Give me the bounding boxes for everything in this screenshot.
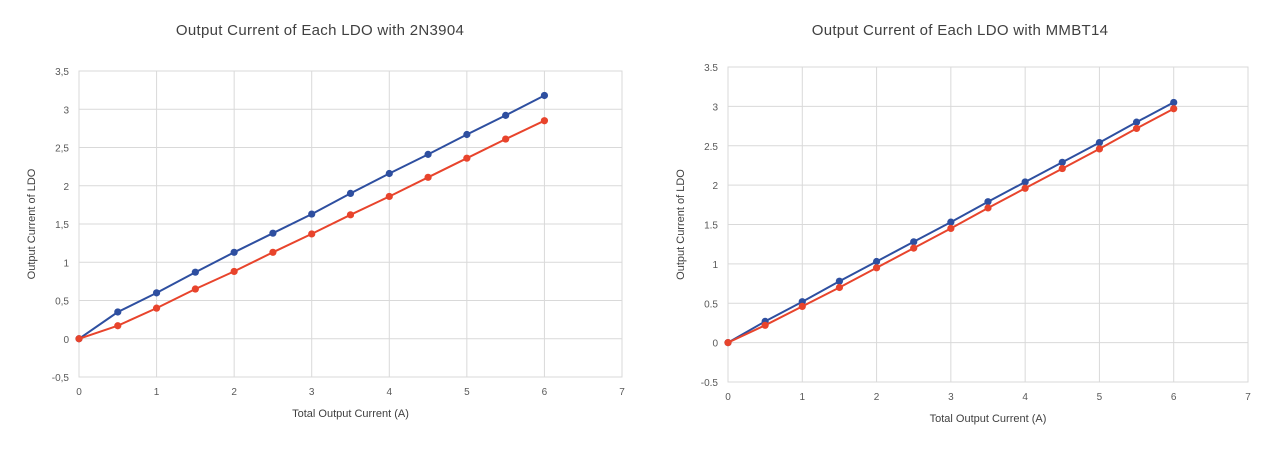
chart0-x-tick-label: 6 bbox=[542, 387, 548, 398]
chart0-series0-point bbox=[230, 248, 238, 256]
chart-panel-right: Output Current of Each LDO with MMBT14 -… bbox=[640, 0, 1280, 451]
chart0-y-tick-label: 3 bbox=[63, 105, 69, 116]
chart0-series0-point bbox=[269, 229, 277, 237]
chart0-series1-point bbox=[540, 117, 549, 125]
chart1-series0-point bbox=[1021, 178, 1029, 186]
chart0-series1-point bbox=[152, 304, 161, 312]
chart1-series0-point bbox=[1170, 98, 1178, 107]
chart1-x-tick-label: 6 bbox=[1171, 392, 1177, 403]
chart1-y-axis-title: Output Current of LDO bbox=[675, 169, 687, 280]
chart1-x-tick-label: 4 bbox=[1022, 392, 1028, 403]
chart0-series0-point bbox=[152, 289, 161, 297]
chart1-series1-point bbox=[910, 244, 918, 252]
chart1-y-tick-label: 0.5 bbox=[704, 299, 718, 310]
chart0-series1-point bbox=[346, 211, 355, 219]
chart1-series0-point bbox=[872, 257, 881, 266]
chart1-x-axis-title: Total Output Current (A) bbox=[930, 413, 1047, 425]
chart1-y-tick-label: 2 bbox=[712, 181, 718, 192]
chart1-x-tick-label: 3 bbox=[948, 392, 954, 403]
chart1-series1-point bbox=[1021, 184, 1029, 192]
chart0-series0-point bbox=[385, 169, 393, 178]
chart1-series1-point bbox=[835, 283, 844, 292]
chart0-y-tick-label: 2 bbox=[63, 182, 69, 193]
chart1-series1-point bbox=[947, 224, 955, 233]
chart-svg-left: -0,5 0 0,5 1 1,5 2 2,5 3 3,5 0 1 2 3 4 5 6 7 Total Output… bbox=[26, 67, 625, 420]
chart-svg-right: -0.5 0 0.5 1 1.5 2 2.5 3 3.5 0 1 2 3 4 5 6 7 Total Output… bbox=[675, 63, 1251, 425]
chart0-series1-point bbox=[424, 173, 432, 181]
chart1-series1-point bbox=[872, 264, 881, 272]
chart1-y-tick-label: 3 bbox=[712, 102, 718, 113]
chart1-series1-point bbox=[724, 339, 732, 347]
chart1-series0-point bbox=[984, 198, 992, 206]
chart0-x-tick-label: 0 bbox=[76, 387, 82, 398]
chart1-series1-point bbox=[1132, 124, 1141, 133]
chart0-x-tick-label: 2 bbox=[231, 387, 237, 398]
chart1-x-tick-label: 5 bbox=[1097, 392, 1103, 403]
chart0-y-tick-label: 1,5 bbox=[55, 220, 69, 231]
chart1-series1-point bbox=[761, 321, 769, 329]
chart1-x-tick-label: 7 bbox=[1245, 392, 1251, 403]
chart1-series1-point bbox=[1095, 145, 1104, 153]
chart0-series1-point bbox=[385, 192, 393, 201]
chart0-series0-point bbox=[463, 130, 471, 139]
chart0-series0-point bbox=[502, 111, 510, 119]
chart0-series0-point bbox=[308, 210, 316, 218]
chart0-series1-point bbox=[269, 248, 277, 256]
chart1-y-tick-label: 1 bbox=[712, 260, 718, 271]
chart1-series0-point bbox=[1058, 158, 1066, 166]
chart1-series1-point bbox=[984, 204, 992, 212]
chart-title-right: Output Current of Each LDO with MMBT14 bbox=[811, 22, 1109, 39]
chart0-x-tick-label: 3 bbox=[309, 387, 315, 398]
chart-panel-left: Output Current of Each LDO with 2N3904 -… bbox=[0, 0, 640, 451]
chart1-series0-point bbox=[1132, 118, 1141, 126]
chart0-x-tick-label: 5 bbox=[464, 387, 470, 398]
chart0-series1-point bbox=[502, 135, 510, 143]
chart0-y-tick-label: 3,5 bbox=[55, 67, 69, 78]
chart0-y-tick-label: -0,5 bbox=[52, 373, 70, 384]
chart0-series0-point bbox=[424, 150, 432, 158]
chart0-series1-point bbox=[230, 267, 238, 276]
chart1-series1-point bbox=[1170, 105, 1178, 113]
chart0-series0-point bbox=[114, 308, 122, 316]
chart1-y-tick-label: 1.5 bbox=[704, 221, 718, 232]
chart1-series1-point bbox=[1058, 164, 1066, 173]
chart0-series0-point bbox=[191, 268, 199, 276]
chart0-y-tick-label: 0,5 bbox=[55, 297, 69, 308]
chart0-x-tick-label: 1 bbox=[154, 387, 160, 398]
chart0-series0-point bbox=[346, 189, 355, 197]
chart0-y-axis-title: Output Current of LDO bbox=[26, 168, 38, 279]
chart0-x-axis-title: Total Output Current (A) bbox=[292, 408, 409, 420]
chart1-y-tick-label: 2.5 bbox=[704, 142, 718, 153]
chart0-y-tick-label: 0 bbox=[63, 335, 69, 346]
chart0-x-tick-label: 4 bbox=[387, 387, 393, 398]
chart1-x-tick-label: 0 bbox=[725, 392, 731, 403]
chart1-series0-point bbox=[1095, 139, 1104, 147]
chart0-y-tick-label: 1 bbox=[63, 258, 69, 269]
chart0-series1-point bbox=[114, 322, 122, 330]
chart-title-left: Output Current of Each LDO with 2N3904 bbox=[175, 22, 465, 39]
chart1-y-tick-label: 0 bbox=[712, 339, 718, 350]
chart1-series0-point bbox=[835, 277, 844, 285]
chart0-y-tick-label: 2,5 bbox=[55, 144, 69, 155]
chart0-series1-point bbox=[191, 285, 199, 293]
chart1-y-tick-label: -0.5 bbox=[701, 378, 719, 389]
chart0-x-tick-label: 7 bbox=[619, 387, 625, 398]
chart1-series1-point bbox=[798, 302, 806, 310]
chart1-series0-point bbox=[910, 238, 918, 246]
chart0-series1-point bbox=[308, 230, 316, 238]
chart0-series0-point bbox=[540, 91, 549, 100]
chart0-series1-point bbox=[75, 335, 83, 343]
chart0-series1-point bbox=[463, 154, 471, 162]
chart1-series0-point bbox=[947, 218, 955, 226]
chart1-x-tick-label: 2 bbox=[874, 392, 880, 403]
chart1-y-tick-label: 3.5 bbox=[704, 63, 718, 74]
chart1-x-tick-label: 1 bbox=[800, 392, 806, 403]
